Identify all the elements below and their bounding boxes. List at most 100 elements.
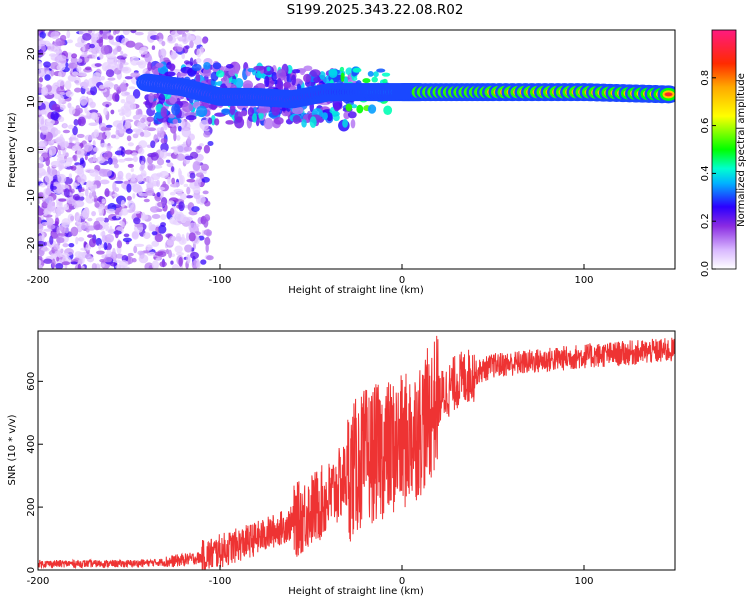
spectral-blob — [126, 209, 135, 213]
spectral-blob — [177, 125, 182, 132]
spectral-blob — [132, 156, 138, 163]
spectral-blob — [362, 78, 371, 84]
spectral-blob — [303, 73, 312, 83]
spectral-blob — [347, 111, 357, 119]
spectral-blob — [47, 224, 56, 230]
spectral-blob — [98, 84, 106, 90]
spectral-blob — [170, 50, 177, 60]
spectral-blob — [71, 53, 78, 59]
spectral-blob — [95, 237, 102, 247]
spectral-blob — [381, 72, 391, 77]
spectral-blob — [66, 39, 74, 44]
spectral-blob — [77, 58, 83, 63]
spectral-blob — [131, 152, 138, 157]
spectral-blob — [127, 142, 134, 147]
spectral-blob — [62, 243, 69, 248]
spectral-blob — [181, 128, 192, 138]
spectral-blob — [48, 168, 56, 177]
spectral-blob — [93, 129, 100, 138]
spectral-blob — [89, 109, 99, 114]
spectral-blob — [165, 159, 171, 163]
spectral-blob — [67, 124, 74, 130]
spectral-blob — [62, 165, 67, 169]
spectral-blob — [171, 177, 176, 185]
spectral-blob — [91, 50, 98, 59]
spectral-blob — [58, 198, 67, 202]
spectral-blob — [178, 201, 185, 212]
spectral-blob — [76, 215, 81, 225]
spectral-blob — [158, 93, 166, 105]
spectral-blob — [271, 71, 278, 82]
spectral-blob — [166, 162, 174, 168]
spectral-blob — [203, 130, 211, 138]
snr-x-ticks: -200 -100 0 100 — [27, 565, 594, 587]
spectral-blob — [145, 244, 153, 251]
spectral-blob — [91, 75, 97, 85]
spectral-blob — [100, 263, 105, 268]
spectral-blob — [38, 82, 43, 89]
spectral-blob — [202, 190, 209, 195]
spectral-blob — [106, 249, 112, 258]
spectral-blob — [64, 80, 72, 90]
spectral-blob — [59, 252, 70, 258]
spectral-blob — [166, 35, 177, 44]
spectral-blob — [171, 264, 180, 269]
spectral-blob — [50, 160, 61, 168]
spectral-blob — [281, 107, 286, 112]
spectral-blob — [61, 261, 71, 266]
spectral-blob — [169, 207, 175, 216]
spectral-blob — [196, 261, 201, 269]
spectral-blob — [99, 115, 103, 124]
spectral-blob — [143, 177, 147, 182]
spectral-blob — [56, 186, 64, 195]
spectral-blob — [68, 62, 78, 69]
spectral-blob — [151, 231, 158, 236]
spectral-blob — [67, 102, 72, 109]
spectral-blob — [50, 69, 55, 77]
spectral-blob — [65, 90, 74, 98]
spectral-blob — [160, 214, 167, 221]
spectral-blob — [38, 222, 44, 233]
spectral-blob — [132, 192, 136, 199]
spectral-blob — [38, 216, 42, 225]
spectral-blob — [222, 74, 228, 82]
spectral-blob — [57, 55, 67, 61]
spectral-blob — [130, 72, 141, 78]
spectral-blob — [76, 148, 85, 159]
spectral-blob — [94, 175, 102, 182]
spectral-blob — [156, 191, 161, 198]
spectral-blob — [112, 48, 118, 55]
spectral-blob — [264, 75, 270, 88]
spectral-blob — [79, 95, 88, 106]
spectral-blob — [83, 79, 90, 89]
y-tick-label: -10 — [26, 189, 37, 205]
x-tick-label: -200 — [27, 576, 50, 587]
spectral-blob — [333, 102, 340, 112]
spectral-blob — [383, 105, 393, 115]
spectral-blob — [206, 255, 214, 261]
spectral-blob — [71, 71, 79, 76]
spectral-blob — [160, 126, 165, 137]
spectral-blob — [38, 207, 44, 216]
spectral-blob — [75, 236, 79, 245]
spectral-blob — [120, 51, 124, 55]
spectral-blob — [100, 243, 105, 249]
spectral-blob — [57, 236, 61, 247]
spectral-blob — [38, 259, 42, 266]
spectral-blob — [59, 104, 66, 111]
spectral-blob — [203, 144, 211, 154]
spectral-blob — [126, 195, 132, 201]
spectral-blob — [136, 185, 143, 195]
spectral-blob — [199, 46, 204, 55]
x-tick-label: 100 — [574, 275, 593, 286]
spectral-blob — [38, 68, 43, 77]
spectral-blob — [88, 122, 98, 126]
snr-panel: -200 -100 0 100 0 200 400 600 Height of straig… — [7, 330, 676, 597]
band-point — [664, 92, 673, 97]
spectral-blob — [57, 116, 65, 123]
spectral-blob — [135, 174, 144, 183]
spectral-blob — [120, 221, 125, 228]
spectral-blob — [137, 250, 145, 256]
spectral-blob — [167, 176, 171, 185]
spectral-blob — [266, 66, 271, 72]
